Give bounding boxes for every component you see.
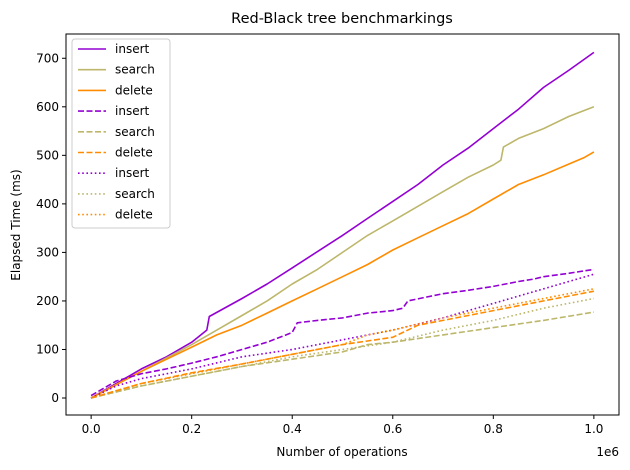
x-tick-label: 1.0: [584, 422, 603, 436]
series-line-solid-0: [90, 51, 595, 399]
legend-label: search: [115, 187, 155, 201]
x-axis-label: Number of operations: [276, 445, 407, 459]
y-tick-label: 500: [36, 148, 59, 162]
series-line-dotted-8: [90, 288, 595, 399]
legend-label: search: [115, 63, 155, 77]
series-line-solid-2: [90, 151, 595, 399]
series-line-dashed-4: [90, 311, 595, 399]
legend-box: [71, 38, 171, 229]
legend-label: search: [115, 125, 155, 139]
x-tick-label: 0.4: [283, 422, 302, 436]
series-line-solid-1: [90, 106, 595, 399]
y-tick-label: 200: [36, 294, 59, 308]
legend-label: delete: [115, 208, 153, 222]
series-line-dashed-5: [90, 290, 595, 399]
legend-label: delete: [115, 146, 153, 160]
plot-frame: [65, 33, 620, 416]
y-axis-label: Elapsed Time (ms): [9, 169, 23, 280]
x-tick-label: 0.2: [182, 422, 201, 436]
series-line-dashed-3: [90, 268, 595, 397]
y-tick-label: 300: [36, 245, 59, 259]
x-axis-offset-label: 1e6: [596, 445, 619, 459]
x-tick-label: 0.6: [383, 422, 402, 436]
x-tick-label: 0.8: [484, 422, 503, 436]
y-tick-label: 0: [51, 391, 59, 405]
y-tick-label: 100: [36, 342, 59, 356]
y-tick-label: 400: [36, 197, 59, 211]
legend-label: insert: [115, 166, 150, 180]
y-tick-label: 700: [36, 51, 59, 65]
legend-label: insert: [115, 104, 150, 118]
axis-ticks: 0.0 0.2 0.4 0.6 0.8 1.0 0 100 200 300 400 500 600 700: [36, 51, 603, 436]
legend-label: insert: [115, 42, 150, 56]
y-tick-label: 600: [36, 100, 59, 114]
legend: insert search delete insert search delete inse…: [71, 38, 171, 229]
series-layer: [90, 51, 595, 399]
legend-label: delete: [115, 83, 153, 97]
chart-title: Red-Black tree benchmarkings: [231, 11, 453, 27]
x-tick-label: 0.0: [82, 422, 101, 436]
